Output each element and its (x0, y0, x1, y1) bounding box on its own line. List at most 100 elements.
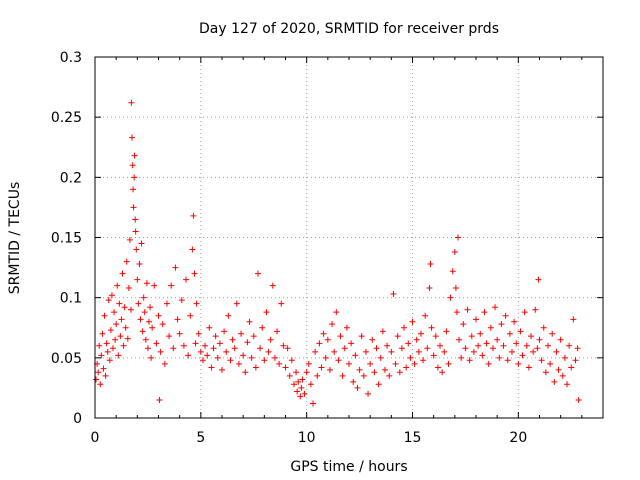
data-point (104, 348, 111, 355)
data-point (276, 360, 283, 367)
data-point (329, 321, 336, 328)
data-point (373, 345, 380, 352)
data-point (185, 352, 192, 359)
data-point (183, 276, 190, 283)
data-point (331, 348, 338, 355)
data-point (238, 330, 245, 337)
data-point (99, 330, 106, 337)
data-point (127, 306, 134, 313)
data-point (197, 348, 204, 355)
data-point (403, 364, 410, 371)
data-point (307, 381, 314, 388)
data-point (502, 312, 509, 319)
data-point (326, 366, 333, 373)
data-point (337, 333, 344, 340)
data-point (322, 354, 329, 361)
x-tick-label: 20 (509, 430, 527, 446)
data-point (202, 342, 209, 349)
data-point (346, 360, 352, 367)
data-point (97, 381, 104, 388)
data-point (124, 335, 131, 342)
data-point (145, 318, 152, 325)
data-point (199, 357, 206, 364)
data-point (381, 366, 388, 373)
data-point (320, 330, 327, 337)
data-point (350, 378, 357, 385)
grid (95, 57, 603, 418)
data-point (93, 376, 100, 383)
data-point (354, 384, 361, 391)
data-point (148, 354, 155, 361)
data-point (441, 348, 448, 355)
data-point (126, 236, 133, 243)
data-point (116, 300, 123, 307)
data-point (221, 328, 228, 335)
data-point (401, 324, 408, 331)
data-point (504, 357, 511, 364)
data-point (159, 321, 166, 328)
data-point (288, 357, 295, 364)
data-point (96, 342, 103, 349)
data-point (178, 297, 185, 304)
data-point (193, 300, 200, 307)
data-point (122, 324, 129, 331)
data-point (294, 388, 301, 395)
data-point (210, 345, 217, 352)
data-point (295, 378, 302, 385)
data-point (192, 340, 199, 347)
x-tick-label: 0 (91, 430, 100, 446)
data-point (557, 336, 564, 343)
data-point (360, 372, 367, 379)
data-point (153, 340, 160, 347)
y-tick-label: 0.25 (51, 110, 82, 126)
data-point (434, 364, 441, 371)
y-tick-label: 0.05 (51, 351, 82, 367)
data-point (117, 333, 124, 340)
data-point (191, 270, 198, 277)
data-point (123, 258, 130, 265)
data-point (428, 324, 435, 331)
data-point (216, 340, 223, 347)
data-point (261, 357, 268, 364)
data-point (156, 396, 163, 403)
data-point (282, 364, 289, 371)
data-point (525, 364, 532, 371)
data-point (561, 354, 568, 361)
data-point (485, 360, 492, 367)
data-point (263, 309, 270, 316)
data-point (132, 228, 139, 235)
data-point (314, 372, 321, 379)
data-point (388, 348, 395, 355)
data-point (223, 348, 230, 355)
data-point (405, 340, 412, 347)
data-point (141, 309, 148, 316)
data-point (566, 342, 573, 349)
data-point (371, 369, 378, 376)
data-point (390, 291, 397, 298)
data-point (367, 360, 374, 367)
data-point (426, 285, 433, 292)
data-point (451, 248, 458, 255)
data-point (460, 321, 467, 328)
data-point (496, 354, 503, 361)
chart-title: Day 127 of 2020, SRMTID for receiver prd… (199, 21, 499, 37)
data-point (392, 360, 399, 367)
data-point (246, 318, 253, 325)
data-point (475, 342, 482, 349)
data-point (362, 348, 369, 355)
data-point (254, 270, 261, 277)
y-tick-label: 0.3 (60, 50, 82, 66)
data-point (352, 352, 359, 359)
data-point (143, 280, 150, 287)
data-point (235, 360, 242, 367)
data-point (102, 372, 109, 379)
data-point (297, 393, 304, 400)
data-point (140, 294, 147, 301)
data-point (492, 304, 499, 311)
data-point (168, 282, 175, 289)
data-point (449, 268, 456, 275)
data-point (119, 270, 126, 277)
data-point (204, 352, 211, 359)
data-point (369, 336, 376, 343)
